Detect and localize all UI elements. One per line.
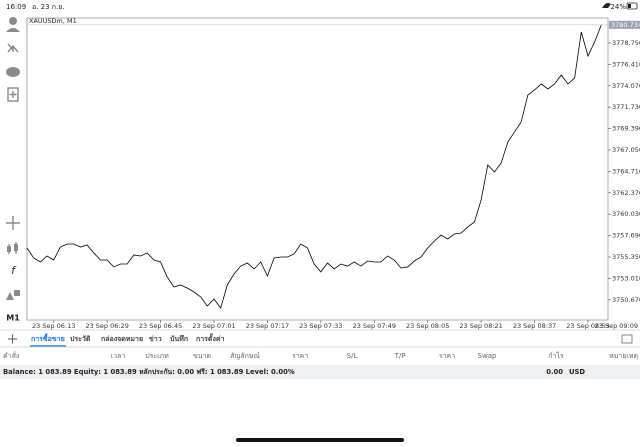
status-time: 16:09 xyxy=(6,3,26,11)
y-tick-label: 3774.070 xyxy=(612,82,640,90)
indicator-icon[interactable]: f xyxy=(11,264,17,277)
tab[interactable]: ข่าว xyxy=(149,335,162,343)
timeframe-button[interactable]: M1 xyxy=(6,314,20,323)
home-indicator xyxy=(236,438,404,442)
column-label: Swap xyxy=(478,352,497,360)
tab[interactable]: การตั้งค่า xyxy=(196,332,225,343)
chat-icon[interactable] xyxy=(6,67,20,77)
x-tick-label: 23 Sep 08:21 xyxy=(459,322,502,330)
price-line xyxy=(26,24,602,309)
battery-icon xyxy=(626,2,638,10)
y-tick-label: 3776.410 xyxy=(612,60,640,68)
x-tick-label: 23 Sep 07:33 xyxy=(299,322,342,330)
y-tick-label: 3771.730 xyxy=(612,103,640,111)
x-tick-label: 23 Sep 07:17 xyxy=(246,322,289,330)
crosshair-icon[interactable] xyxy=(6,216,20,230)
column-label: กำไร xyxy=(548,351,564,360)
x-tick-label: 23 Sep 06:45 xyxy=(139,322,182,330)
left-toolbar: f M1 xyxy=(6,17,20,323)
status-date: อ. 23 ก.ย. xyxy=(32,3,65,11)
y-tick-label: 3767.050 xyxy=(612,146,640,154)
column-label: S/L xyxy=(347,352,358,360)
battery-fill xyxy=(628,4,631,8)
y-tick-label: 3762.370 xyxy=(612,189,640,197)
objects-icon[interactable] xyxy=(6,290,20,300)
x-tick-label: 23 Sep 08:37 xyxy=(513,322,556,330)
account-icon[interactable] xyxy=(9,17,17,25)
column-label: ราคา xyxy=(439,352,455,360)
y-tick-label: 3769.390 xyxy=(612,125,640,133)
column-label: หมายเหตุ xyxy=(609,352,638,360)
trade-icon[interactable] xyxy=(7,43,19,53)
balance-row xyxy=(0,365,640,379)
column-label: สัญลักษณ์ xyxy=(230,352,260,360)
x-tick-label: 23 Sep 07:01 xyxy=(192,322,235,330)
y-tick-label: 3757.690 xyxy=(612,232,640,240)
panel-menu-icon[interactable] xyxy=(621,334,633,344)
total-profit: 0.00 xyxy=(546,368,563,376)
column-header: คำสั่ง เวลา ประเภท ขนาด สัญลักษณ์ ราคา S/L T/P ร… xyxy=(3,351,638,360)
last-price-box xyxy=(609,20,640,29)
tab-bar: การซื้อขาย ประวัติ กล่องจดหมาย ข่าว บันทึก กา… xyxy=(30,332,225,347)
column-label: เวลา xyxy=(111,352,126,360)
column-label: ประเภท xyxy=(145,352,169,360)
y-tick-label: 3755.350 xyxy=(612,253,640,261)
candle-2 xyxy=(14,244,18,251)
x-tick-label: 23 Sep 08:05 xyxy=(406,322,449,330)
y-tick-label: 3753.010 xyxy=(612,274,640,282)
x-tick-label: 23 Sep 07:49 xyxy=(353,322,396,330)
x-tick-label: 23 Sep 06:29 xyxy=(85,322,128,330)
add-button[interactable] xyxy=(8,334,17,344)
last-price-label: 3780.734 xyxy=(611,21,640,29)
x-tick-label: 23 Sep 06:13 xyxy=(32,322,75,330)
column-label: คำสั่ง xyxy=(3,351,19,360)
battery-level: 24% xyxy=(610,3,626,11)
column-label: ราคา xyxy=(292,352,308,360)
y-tick-label: 3764.710 xyxy=(612,167,640,175)
column-label: T/P xyxy=(394,352,406,360)
chart-title: XAUUSDm, M1 xyxy=(29,17,77,25)
tab[interactable]: การซื้อขาย xyxy=(31,332,65,343)
y-tick-label: 3778.750 xyxy=(612,39,640,47)
new-order-plus xyxy=(9,91,17,98)
y-tick-label: 3760.030 xyxy=(612,210,640,218)
account-icon-body xyxy=(6,28,20,32)
y-tick-label: 3750.670 xyxy=(612,296,640,304)
currency: USD xyxy=(569,368,585,376)
candle-1 xyxy=(7,246,11,252)
new-order-icon[interactable] xyxy=(7,87,19,102)
balance-summary: Balance: 1 083.89 Equity: 1 083.89 หลักป… xyxy=(3,368,295,376)
tab[interactable]: กล่องจดหมาย xyxy=(101,335,143,343)
tab[interactable]: บันทึก xyxy=(170,334,188,343)
x-tick-label: 23 Sep 08:53 xyxy=(566,322,609,330)
x-tick-label: 23 Sep 09:09 xyxy=(595,322,638,330)
chart-frame xyxy=(26,17,609,321)
chart: 3778.750 3776.410 3774.070 3771.730 3769.390… xyxy=(26,20,640,330)
wifi-icon xyxy=(602,2,611,8)
column-label: ขนาด xyxy=(193,352,211,360)
tab[interactable]: ประวัติ xyxy=(70,335,91,343)
